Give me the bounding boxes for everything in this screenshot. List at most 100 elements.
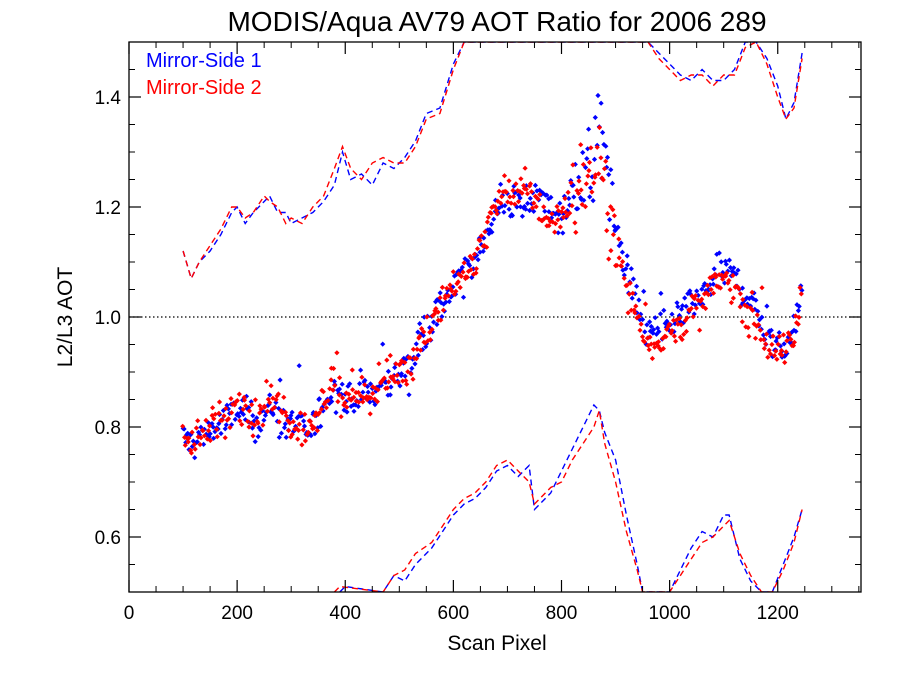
data-point-series-1 [261, 417, 267, 423]
data-point-series-1 [592, 114, 598, 121]
data-point-series-2 [773, 348, 779, 354]
data-point-series-1 [367, 381, 374, 387]
data-point-series-1 [590, 198, 596, 204]
data-point-series-2 [289, 431, 295, 438]
data-point-series-2 [596, 124, 603, 131]
data-point-series-1 [793, 328, 799, 334]
data-point-series-2 [257, 410, 263, 416]
data-point-series-1 [699, 286, 705, 292]
data-point-series-1 [618, 240, 624, 246]
data-point-series-1 [355, 403, 361, 410]
data-point-series-2 [797, 285, 803, 291]
data-point-series-2 [353, 398, 359, 404]
data-point-series-1 [293, 423, 299, 429]
data-point-series-2 [485, 214, 491, 220]
data-point-series-2 [728, 300, 734, 306]
data-point-series-2 [236, 391, 242, 397]
data-point-series-2 [586, 168, 592, 174]
data-point-series-1 [420, 332, 426, 339]
data-point-series-2 [676, 315, 683, 321]
data-point-series-2 [606, 256, 612, 262]
data-point-series-2 [442, 293, 448, 299]
data-point-series-2 [767, 351, 774, 357]
data-point-series-2 [742, 302, 748, 308]
data-point-series-2 [444, 285, 450, 291]
data-point-series-2 [627, 280, 633, 286]
data-point-series-1 [764, 303, 770, 309]
data-point-series-2 [252, 397, 258, 403]
data-point-series-1 [316, 396, 322, 402]
data-point-series-2 [589, 189, 595, 195]
data-point-series-1 [192, 455, 198, 461]
data-point-series-1 [320, 408, 326, 414]
data-point-series-1 [662, 320, 668, 326]
data-point-series-2 [405, 369, 411, 375]
data-point-series-2 [611, 213, 617, 219]
data-point-series-2 [424, 314, 430, 320]
data-point-series-2 [430, 313, 436, 319]
data-point-series-2 [705, 282, 711, 288]
plot-area [128, 41, 862, 593]
x-tick-label: 800 [546, 603, 578, 624]
data-point-series-2 [410, 346, 416, 352]
data-point-series-1 [527, 195, 533, 201]
data-point-series-1 [671, 329, 677, 335]
data-point-series-1 [319, 404, 325, 410]
data-point-series-2 [340, 395, 346, 401]
data-point-series-1 [750, 296, 756, 302]
data-point-series-1 [706, 286, 712, 292]
data-point-series-1 [560, 230, 566, 236]
data-point-series-2 [552, 229, 558, 235]
data-point-series-2 [621, 275, 627, 281]
data-point-series-2 [730, 272, 736, 279]
data-point-series-2 [464, 274, 470, 280]
data-point-series-1 [615, 224, 621, 230]
data-point-series-1 [632, 291, 638, 297]
data-point-series-2 [375, 387, 381, 393]
y-tick-label: 1.2 [95, 198, 121, 219]
data-point-series-2 [735, 284, 741, 290]
data-point-series-1 [402, 373, 408, 379]
data-point-series-1 [677, 319, 683, 325]
data-point-series-2 [707, 275, 713, 281]
data-point-series-2 [188, 447, 194, 453]
data-point-series-2 [212, 411, 218, 417]
data-point-series-2 [245, 418, 251, 424]
data-point-series-2 [477, 237, 483, 244]
data-point-series-2 [419, 326, 425, 332]
data-point-series-2 [724, 270, 730, 276]
data-point-series-2 [563, 209, 569, 215]
data-point-series-2 [260, 422, 266, 428]
data-point-series-1 [798, 283, 804, 289]
data-point-series-1 [791, 327, 797, 333]
data-point-series-2 [649, 355, 655, 362]
data-point-series-2 [458, 273, 464, 279]
data-point-series-2 [693, 305, 699, 311]
data-point-series-2 [344, 404, 350, 410]
data-point-series-1 [773, 338, 779, 344]
data-point-series-2 [755, 322, 762, 328]
data-point-series-2 [666, 321, 672, 327]
data-point-series-1 [301, 418, 307, 424]
data-point-series-1 [270, 412, 276, 418]
data-point-series-2 [494, 211, 500, 217]
data-point-series-2 [492, 204, 498, 210]
data-point-series-1 [537, 187, 543, 193]
data-point-series-1 [683, 303, 689, 309]
data-point-series-1 [642, 329, 648, 335]
data-point-series-2 [197, 441, 203, 448]
data-point-series-2 [512, 201, 518, 207]
data-point-series-1 [648, 323, 654, 330]
data-point-series-2 [658, 347, 664, 353]
data-point-series-2 [610, 232, 616, 238]
data-point-series-2 [730, 295, 736, 301]
data-point-series-2 [660, 346, 666, 352]
data-point-series-2 [437, 295, 443, 301]
data-point-series-1 [201, 426, 207, 432]
data-point-series-2 [440, 307, 446, 313]
data-point-series-2 [223, 405, 229, 412]
data-point-series-1 [768, 333, 774, 340]
data-point-series-2 [224, 417, 230, 423]
data-point-series-2 [221, 413, 227, 419]
data-point-series-1 [251, 418, 257, 424]
